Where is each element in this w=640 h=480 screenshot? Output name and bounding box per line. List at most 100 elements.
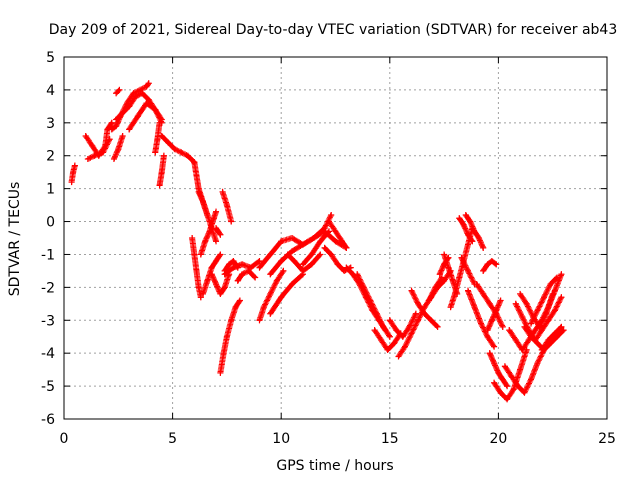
data-point [68, 179, 75, 186]
data-point [464, 287, 471, 294]
data-point [480, 290, 487, 297]
data-point [217, 251, 224, 258]
data-point [456, 215, 463, 222]
series-track-35 [386, 310, 419, 340]
data-point [464, 267, 471, 274]
series-track-21 [217, 297, 243, 376]
data-point [197, 294, 204, 301]
data-point [210, 215, 217, 222]
grid-layer [64, 57, 607, 419]
series-track-28 [284, 251, 324, 274]
data-point [178, 149, 185, 156]
data-point [299, 241, 306, 248]
series-track-45 [464, 287, 498, 350]
data-point [334, 261, 341, 268]
data-point [256, 258, 263, 265]
data-point [491, 343, 498, 350]
data-point [332, 238, 339, 245]
data-point [328, 211, 335, 218]
data-point [421, 310, 428, 317]
data-point [223, 202, 230, 209]
data-point [126, 126, 133, 133]
y-tick-label: 3 [46, 116, 55, 132]
data-point [113, 90, 120, 97]
y-tick-label: -4 [41, 346, 55, 362]
data-point [558, 271, 565, 278]
data-point [204, 277, 211, 284]
data-point [415, 300, 422, 307]
data-point [213, 281, 220, 288]
series-track-07 [113, 86, 123, 97]
data-point [412, 310, 419, 317]
data-point [158, 116, 165, 123]
series-track-26 [256, 267, 287, 324]
series-track-31 [325, 218, 350, 251]
series-track-38 [425, 274, 445, 304]
data-point [534, 340, 541, 347]
data-point [134, 113, 141, 120]
data-point [558, 323, 565, 330]
plot-frame [63, 56, 608, 420]
data-point [228, 317, 235, 324]
data-point [517, 290, 524, 297]
series-track-27 [267, 271, 306, 317]
data-point [428, 317, 435, 324]
data-point [510, 386, 517, 393]
data-point [289, 281, 296, 288]
data-point [158, 169, 165, 176]
data-point [486, 350, 493, 357]
data-point [532, 327, 539, 334]
data-point [462, 211, 469, 218]
data-point [84, 156, 91, 163]
data-point [497, 297, 504, 304]
data-point [497, 389, 504, 396]
y-tick-label: 0 [46, 215, 55, 231]
data-point [160, 152, 167, 159]
series-track-16 [200, 251, 224, 297]
data-point [299, 261, 306, 268]
data-point [488, 258, 495, 265]
data-point [325, 228, 332, 235]
data-point [130, 90, 137, 97]
data-point [519, 346, 526, 353]
data-point [223, 333, 230, 340]
data-point [115, 146, 122, 153]
x-tick-label: 5 [168, 431, 177, 447]
data-point [156, 119, 163, 126]
data-point [373, 310, 380, 317]
data-point [514, 383, 521, 390]
data-point [554, 274, 561, 281]
data-point [549, 290, 556, 297]
data-point [193, 172, 200, 179]
data-point [217, 290, 224, 297]
data-point [402, 343, 409, 350]
data-point [260, 304, 267, 311]
data-point [504, 396, 511, 403]
data-point [184, 152, 191, 159]
data-point [308, 261, 315, 268]
data-point [436, 271, 443, 278]
data-point [478, 320, 485, 327]
data-point [239, 271, 246, 278]
data-point [332, 228, 339, 235]
data-point [213, 225, 220, 232]
data-point [247, 264, 254, 271]
data-point [156, 182, 163, 189]
series-track-44 [458, 254, 478, 288]
series-track-22 [221, 258, 263, 278]
data-point [432, 284, 439, 291]
data-point [321, 244, 328, 251]
data-point [289, 248, 296, 255]
data-point [113, 123, 120, 130]
data-point [545, 337, 552, 344]
series-track-18 [213, 225, 224, 238]
data-layer [68, 80, 567, 403]
data-point [534, 307, 541, 314]
data-point [221, 271, 228, 278]
y-tick-label: -2 [41, 280, 55, 296]
series-track-06 [110, 132, 126, 163]
data-point [232, 304, 239, 311]
data-point [110, 156, 117, 163]
data-point [152, 149, 159, 156]
data-point [299, 267, 306, 274]
